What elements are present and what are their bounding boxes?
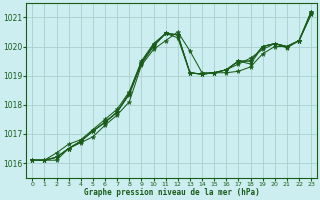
X-axis label: Graphe pression niveau de la mer (hPa): Graphe pression niveau de la mer (hPa)	[84, 188, 260, 197]
